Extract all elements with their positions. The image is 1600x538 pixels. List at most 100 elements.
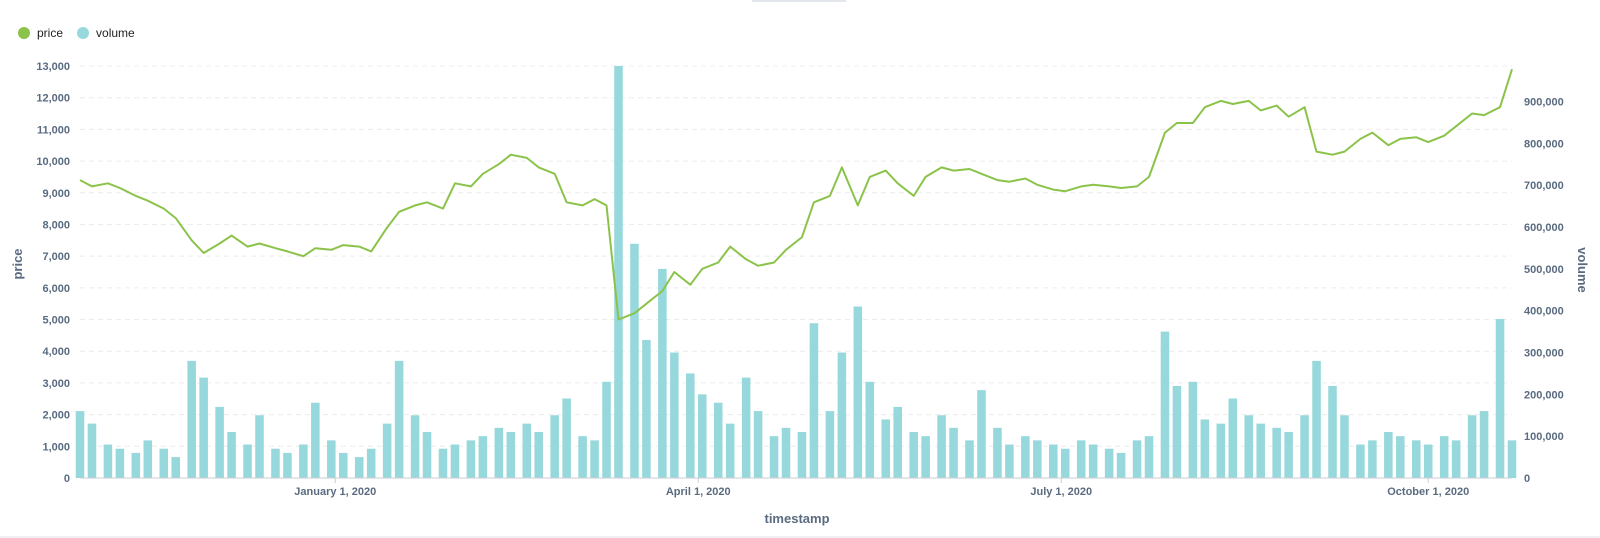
axes: 0 1,000 2,000 3,000 4,000 5,000 6,000 7,000 8,00… (36, 61, 1563, 498)
volume-bar (614, 66, 623, 478)
volume-bar (1005, 444, 1014, 478)
legend-label-volume: volume (96, 26, 135, 40)
volume-bar (781, 427, 791, 478)
top-tab-indicator (752, 0, 846, 2)
volume-bar (187, 360, 196, 478)
volume-bar (255, 415, 264, 478)
volume-bar (215, 406, 224, 478)
volume-bar (753, 411, 763, 478)
volume-bar (1312, 360, 1321, 478)
volume-bar (327, 440, 336, 478)
volume-bar (1076, 440, 1086, 478)
volume-bar (1467, 415, 1477, 478)
volume-bar (366, 448, 376, 478)
volume-bar (937, 415, 946, 478)
volume-bar (75, 411, 85, 478)
y-left-tick-label: 9,000 (42, 188, 70, 200)
volume-bar (1384, 431, 1393, 478)
bottom-divider (0, 536, 1600, 538)
volume-bar (159, 448, 169, 478)
y-left-tick-label: 10,000 (36, 156, 70, 168)
volume-bar (658, 268, 667, 478)
volume-bar (1423, 444, 1433, 478)
legend-swatch-volume (77, 27, 90, 39)
volume-bar (394, 360, 404, 478)
y-left-tick-label: 12,000 (36, 93, 70, 105)
y-left-tick-label: 0 (64, 473, 70, 485)
volume-bar (522, 423, 532, 478)
y-right-tick-label: 400,000 (1524, 306, 1564, 318)
legend-swatch-price (18, 27, 30, 39)
volume-bar (853, 306, 863, 478)
x-tick-label: October 1, 2020 (1387, 486, 1469, 498)
volume-bar (630, 243, 639, 478)
x-tick-label: July 1, 2020 (1030, 486, 1092, 498)
volume-bar (103, 444, 113, 478)
volume-bar (299, 444, 308, 478)
volume-bar (1188, 381, 1198, 478)
legend-item-volume[interactable]: volume (77, 26, 135, 40)
y-left-tick-label: 13,000 (36, 61, 70, 73)
volume-bar (227, 431, 236, 478)
volume-bar (338, 452, 348, 478)
volume-bar (865, 381, 875, 478)
volume-bar (965, 440, 974, 478)
legend-item-price[interactable]: price (18, 26, 63, 40)
volume-bar (1049, 444, 1058, 478)
volume-bar (1172, 385, 1182, 478)
volume-bar (1244, 415, 1254, 478)
y-right-tick-label: 900,000 (1524, 97, 1564, 109)
volume-bar (1439, 436, 1449, 478)
volume-bar (881, 419, 891, 478)
volume-bar (578, 436, 587, 478)
y-right-tick-label: 0 (1524, 473, 1530, 485)
volume-bar (725, 423, 735, 478)
y-right-tick-label: 100,000 (1524, 431, 1564, 443)
volume-bar (466, 440, 476, 478)
volume-bar (243, 444, 252, 478)
volume-bar (825, 411, 835, 478)
y-right-tick-label: 700,000 (1524, 180, 1564, 192)
y-left-tick-label: 6,000 (42, 283, 70, 295)
y-left-tick-label: 4,000 (42, 346, 70, 358)
volume-bar (354, 457, 364, 478)
y-left-tick-label: 7,000 (42, 251, 70, 263)
volume-bar (797, 431, 807, 478)
y-right-tick-label: 300,000 (1524, 348, 1564, 360)
volume-bar (921, 436, 930, 478)
volume-bar (1132, 440, 1142, 478)
y-left-tick-label: 1,000 (42, 441, 70, 453)
volume-bar (1507, 440, 1517, 478)
volume-bar (909, 431, 918, 478)
volume-bar (697, 394, 707, 478)
volume-bar (642, 339, 651, 478)
volume-bar (410, 415, 420, 478)
volume-bar (422, 431, 432, 478)
legend-label-price: price (37, 26, 64, 40)
volume-bar (438, 448, 448, 478)
volume-bar (1256, 423, 1265, 478)
y-left-tick-label: 2,000 (42, 410, 70, 422)
volume-bar (837, 352, 847, 478)
volume-bar (1284, 431, 1293, 478)
volume-bar (1479, 411, 1489, 478)
volume-bar (311, 402, 320, 478)
volume-bar (1328, 385, 1337, 478)
y-right-tick-label: 500,000 (1524, 264, 1564, 276)
y-left-tick-label: 8,000 (42, 219, 70, 231)
volume-bar (199, 377, 208, 478)
volume-bar (271, 448, 280, 478)
y-right-tick-label: 800,000 (1524, 138, 1564, 150)
y-right-tick-label: 200,000 (1524, 389, 1564, 401)
volume-bar (1033, 440, 1042, 478)
volume-bar (713, 402, 723, 478)
volume-bar (1356, 444, 1365, 478)
volume-bar (590, 440, 599, 478)
volume-bar (283, 452, 292, 478)
volume-bar (131, 452, 141, 478)
volume-bar (949, 427, 958, 478)
volume-bar (1021, 436, 1030, 478)
volume-bar (1300, 415, 1309, 478)
volume-bar (1104, 448, 1114, 478)
